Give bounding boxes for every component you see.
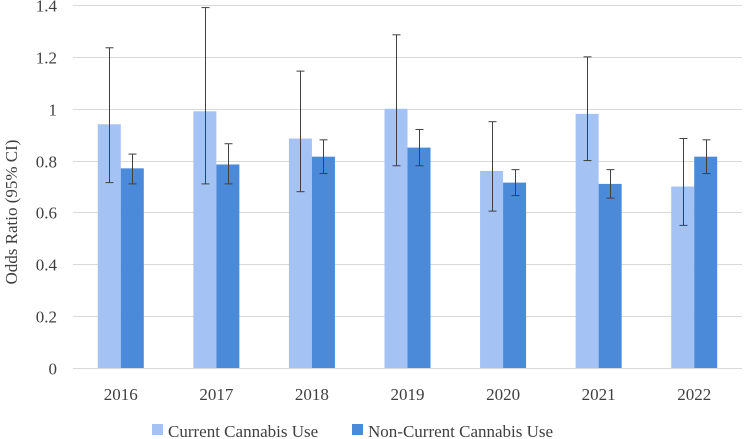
bar-current-2020	[480, 170, 504, 368]
y-tick-label: 1.4	[36, 0, 58, 16]
legend-swatch-non-current	[352, 424, 363, 435]
y-tick-label: 1.2	[36, 49, 57, 68]
x-tick-label: 2022	[677, 385, 711, 404]
y-axis-ticks: 0 0.2 0.4 0.6 0.8 1 1.2 1.4	[36, 0, 58, 379]
x-tick-label: 2020	[486, 385, 520, 404]
bar-current-2016	[97, 124, 121, 369]
bar-current-2021	[575, 113, 599, 369]
bar-non-current-2017	[216, 164, 240, 368]
bar-non-current-2019	[407, 147, 431, 368]
x-tick-label: 2016	[104, 385, 138, 404]
error-bars	[105, 7, 711, 226]
bar-current-2019	[384, 108, 408, 368]
x-axis-ticks: 2016 2017 2018 2019 2020 2021 2022	[104, 385, 711, 404]
legend-swatch-current	[152, 424, 163, 435]
bar-non-current-2021	[598, 183, 622, 368]
y-tick-label: 1	[49, 101, 58, 120]
bar-non-current-2016	[120, 168, 144, 368]
y-tick-label: 0.4	[36, 256, 58, 275]
y-tick-label: 0	[49, 360, 58, 379]
bar-non-current-2020	[503, 182, 527, 368]
x-tick-label: 2018	[295, 385, 329, 404]
legend-label-current: Current Cannabis Use	[168, 422, 318, 439]
y-axis-title: Odds Ratio (95% CI)	[2, 140, 21, 285]
legend-label-non-current: Non-Current Cannabis Use	[368, 422, 553, 439]
legend: Current Cannabis Use Non-Current Cannabi…	[152, 422, 553, 439]
x-tick-label: 2021	[582, 385, 616, 404]
y-tick-label: 0.8	[36, 153, 57, 172]
x-tick-label: 2019	[391, 385, 425, 404]
bar-current-2018	[288, 138, 312, 368]
bars	[97, 108, 718, 369]
y-tick-label: 0.6	[36, 204, 57, 223]
x-tick-label: 2017	[199, 385, 234, 404]
y-tick-label: 0.2	[36, 308, 57, 327]
bar-non-current-2018	[311, 156, 335, 368]
bar-current-2022	[671, 186, 695, 368]
bar-non-current-2022	[694, 156, 718, 368]
bar-current-2017	[193, 111, 217, 369]
